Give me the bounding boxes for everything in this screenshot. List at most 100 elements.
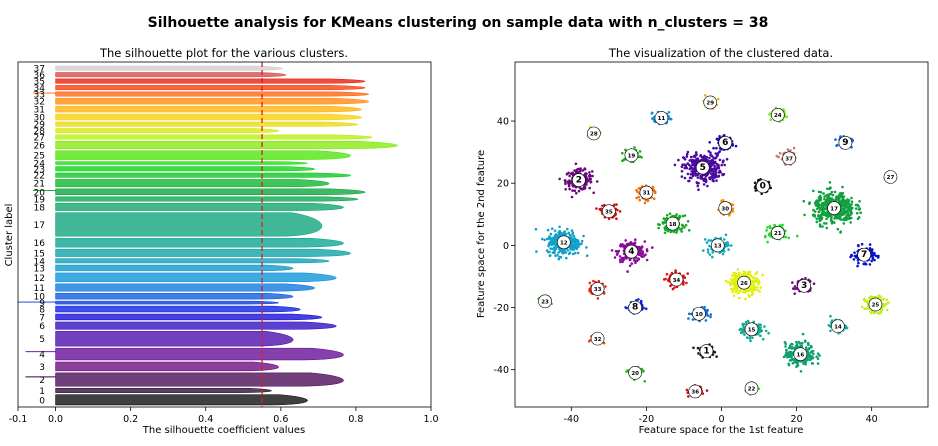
silhouette-bar-34: [56, 85, 366, 89]
data-point: [779, 152, 782, 155]
data-point: [822, 192, 825, 195]
data-point: [584, 168, 587, 171]
data-point: [850, 203, 853, 206]
data-point: [727, 248, 730, 251]
silhouette-bar-17: [56, 213, 322, 237]
cluster-label-11: 11: [34, 284, 45, 294]
data-point: [753, 285, 756, 288]
data-point: [741, 329, 744, 332]
data-point: [818, 211, 821, 214]
data-point: [733, 295, 736, 298]
data-point: [644, 253, 647, 256]
data-point: [644, 240, 647, 243]
data-point: [751, 336, 754, 339]
cluster-label-1: 1: [39, 387, 45, 397]
cluster-centers: 0123456789101112131415161718192021222324…: [539, 96, 897, 398]
data-point: [842, 199, 845, 202]
data-point: [786, 115, 789, 118]
data-point: [749, 271, 752, 274]
data-point: [692, 347, 695, 350]
cluster-label-5: 5: [39, 335, 45, 345]
data-point: [815, 200, 818, 203]
data-point: [748, 289, 751, 292]
silhouette-bar-9: [56, 301, 279, 304]
data-point: [757, 333, 760, 336]
data-point: [616, 209, 619, 212]
data-point: [886, 309, 889, 312]
data-point: [870, 249, 873, 252]
data-point: [834, 191, 837, 194]
data-point: [715, 152, 718, 155]
data-point: [725, 234, 728, 237]
data-point: [816, 221, 819, 224]
silhouette-bar-20: [56, 189, 366, 195]
data-point: [634, 241, 637, 244]
data-point: [548, 251, 551, 254]
data-point: [562, 251, 565, 254]
data-point: [709, 253, 712, 256]
data-point: [681, 175, 684, 178]
data-point: [795, 341, 798, 344]
data-point: [861, 243, 864, 246]
silhouette-bar-0: [56, 395, 308, 405]
silhouette-xtick-label: 0.2: [123, 414, 138, 425]
figure-suptitle: Silhouette analysis for KMeans clusterin…: [148, 15, 769, 31]
data-point: [821, 209, 824, 212]
silhouette-bar-36: [56, 72, 286, 76]
data-point: [743, 333, 746, 336]
data-point: [836, 198, 839, 201]
data-point: [706, 389, 709, 392]
data-point: [694, 161, 697, 164]
data-point: [722, 159, 725, 162]
data-point: [825, 214, 828, 217]
data-point: [654, 190, 657, 193]
data-point: [817, 362, 820, 365]
data-point: [664, 232, 667, 235]
data-point: [733, 288, 736, 291]
data-point: [870, 312, 873, 315]
data-point: [745, 290, 748, 293]
silhouette-bar-30: [56, 114, 362, 120]
data-point: [819, 225, 822, 228]
data-point: [574, 169, 577, 172]
silhouette-xtick-label: 0.6: [273, 414, 288, 425]
data-point: [749, 273, 752, 276]
silhouette-xtick-label: 0.0: [48, 414, 63, 425]
data-point: [575, 163, 578, 166]
data-point: [869, 243, 872, 246]
cluster-label-25: 25: [34, 152, 45, 162]
data-point: [796, 235, 799, 238]
data-point: [709, 178, 712, 181]
data-point: [829, 315, 832, 318]
data-point: [802, 333, 805, 336]
data-point: [848, 216, 851, 219]
data-point: [850, 197, 853, 200]
data-point: [754, 273, 757, 276]
data-point: [857, 262, 860, 265]
data-point: [801, 342, 804, 345]
data-point: [621, 243, 624, 246]
data-point: [622, 258, 625, 261]
data-point: [688, 229, 691, 232]
data-point: [856, 212, 859, 215]
data-point: [690, 173, 693, 176]
data-point: [684, 158, 687, 161]
data-point: [822, 205, 825, 208]
data-point: [702, 249, 705, 252]
data-point: [535, 228, 538, 231]
silhouette-bar-33: [56, 92, 369, 96]
data-point: [686, 153, 689, 156]
data-point: [638, 250, 641, 253]
data-point: [768, 234, 771, 237]
data-point: [685, 282, 688, 285]
data-point: [713, 167, 716, 170]
data-point: [568, 253, 571, 256]
data-point: [638, 199, 641, 202]
data-point: [579, 169, 582, 172]
data-point: [791, 352, 794, 355]
data-point: [705, 311, 708, 314]
data-point: [785, 236, 788, 239]
data-point: [710, 169, 713, 172]
data-point: [845, 210, 848, 213]
